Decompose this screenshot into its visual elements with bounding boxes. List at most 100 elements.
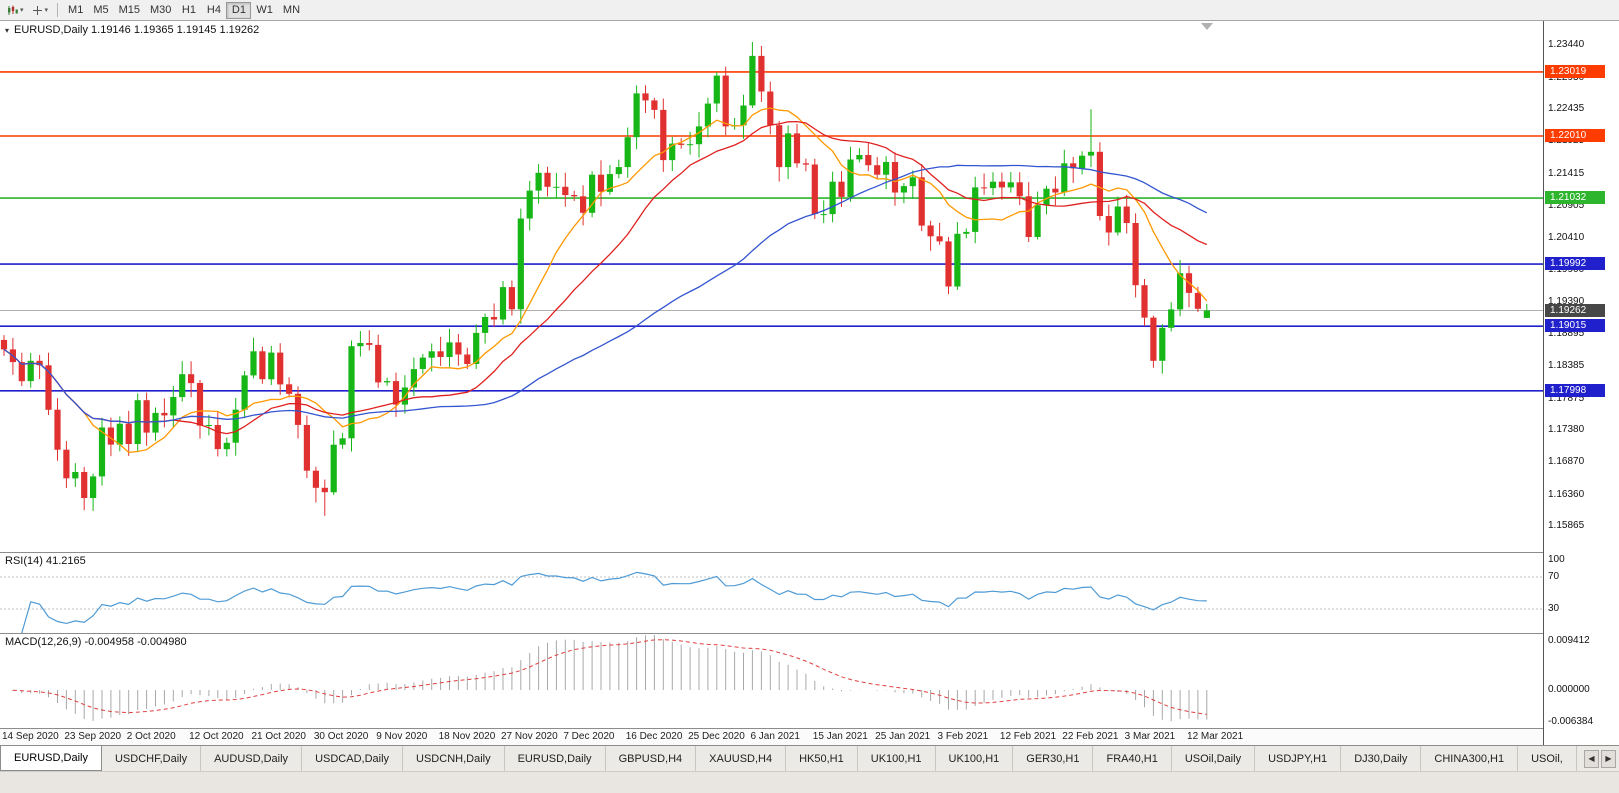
rsi-plot (0, 553, 1543, 638)
symbol-tab-usoil[interactable]: USOil, (1518, 746, 1577, 771)
tab-scroll-arrows: ◀ ▶ (1581, 746, 1619, 771)
price-tick-label: 1.18895 (1548, 328, 1585, 339)
symbol-tab-usoil-daily[interactable]: USOil,Daily (1172, 746, 1256, 771)
price-tick-label: 1.17875 (1548, 393, 1585, 404)
date-label: 23 Sep 2020 (64, 731, 122, 742)
symbol-tab-usdcad-daily[interactable]: USDCAD,Daily (302, 746, 404, 771)
hline-price-badge: 1.22010 (1545, 129, 1605, 142)
panel-divider[interactable] (0, 633, 1619, 634)
rsi-svg (0, 571, 1543, 634)
macd-plot (0, 634, 1543, 733)
price-tick-label: 1.19390 (1548, 296, 1585, 307)
timeframe-button-w1[interactable]: W1 (251, 2, 278, 19)
symbol-tab-dj30-daily[interactable]: DJ30,Daily (1341, 746, 1422, 771)
macd-label: MACD(12,26,9) -0.004958 -0.004980 (5, 636, 187, 648)
crosshair-icon (32, 5, 42, 15)
symbol-tab-gbpusd-h4[interactable]: GBPUSD,H4 (606, 746, 697, 771)
date-label: 3 Feb 2021 (937, 731, 989, 742)
timeframe-button-h1[interactable]: H1 (176, 2, 201, 19)
price-tick-label: 1.20410 (1548, 232, 1585, 243)
macd-panel[interactable]: MACD(12,26,9) -0.004958 -0.004980 (0, 634, 1543, 728)
macd-scale-label: 0.009412 (1548, 635, 1590, 646)
price-tick-label: 1.17380 (1548, 424, 1585, 435)
price-tick-label: 1.16870 (1548, 456, 1585, 467)
date-label: 15 Jan 2021 (812, 731, 868, 742)
timeframe-button-m5[interactable]: M5 (88, 2, 113, 19)
date-axis[interactable]: 14 Sep 2020 23 Sep 2020 2 Oct 2020 12 Oct 2… (0, 729, 1543, 745)
date-label: 3 Mar 2021 (1124, 731, 1176, 742)
candlestick-svg (0, 23, 1543, 516)
date-label: 7 Dec 2020 (563, 731, 615, 742)
date-label: 25 Jan 2021 (875, 731, 931, 742)
macd-scale-label: 0.000000 (1548, 684, 1590, 695)
chart-menu-icon[interactable]: ▾ (5, 25, 10, 35)
chart-type-dropdown[interactable]: ▾ (3, 2, 28, 19)
tab-scroll-left-button[interactable]: ◀ (1584, 749, 1599, 768)
price-tick-label: 1.21415 (1548, 168, 1585, 179)
chart-shift-marker[interactable] (1201, 23, 1213, 30)
date-label: 30 Oct 2020 (313, 731, 369, 742)
rsi-scale-label: 70 (1548, 571, 1560, 582)
price-tick-label: 1.22435 (1548, 103, 1585, 114)
current-price-badge: 1.19262 (1545, 304, 1605, 317)
panel-divider[interactable] (0, 552, 1619, 553)
chart-title: ▾ EURUSD,Daily 1.19146 1.19365 1.19145 1… (5, 24, 259, 36)
rsi-label: RSI(14) 41.2165 (5, 555, 86, 567)
symbol-tab-uk100-h1[interactable]: UK100,H1 (936, 746, 1014, 771)
symbol-tab-xauusd-h4[interactable]: XAUUSD,H4 (696, 746, 787, 771)
timeframe-button-m15[interactable]: M15 (114, 2, 145, 19)
symbol-tab-usdjpy-h1[interactable]: USDJPY,H1 (1255, 746, 1342, 771)
timeframe-button-m30[interactable]: M30 (145, 2, 176, 19)
tab-scroll-right-button[interactable]: ▶ (1601, 749, 1616, 768)
symbol-tab-audusd-daily[interactable]: AUDUSD,Daily (201, 746, 303, 771)
symbol-tab-china300-h1[interactable]: CHINA300,H1 (1421, 746, 1519, 771)
hline-price-badge: 1.19992 (1545, 257, 1605, 270)
symbol-tab-fra40-h1[interactable]: FRA40,H1 (1093, 746, 1172, 771)
hline-price-badge: 1.17998 (1545, 384, 1605, 397)
date-label: 9 Nov 2020 (376, 731, 428, 742)
hline-price-badge: 1.23019 (1545, 65, 1605, 78)
date-label: 16 Dec 2020 (625, 731, 683, 742)
timeframe-button-m1[interactable]: M1 (63, 2, 88, 19)
price-tick-label: 1.23440 (1548, 39, 1585, 50)
price-axis[interactable]: 1.234401.229301.224351.219251.214151.209… (1543, 21, 1619, 745)
chevron-down-icon: ▾ (44, 7, 49, 14)
symbol-tab-eurusd-daily[interactable]: EURUSD,Daily (0, 746, 102, 771)
chart-tab-bar: EURUSD,Daily USDCHF,Daily AUDUSD,Daily USDC… (0, 745, 1619, 771)
timeframe-buttons-group: M1 M5 M15 M30 H1 H4 D1 W1 MN (63, 1, 305, 19)
symbol-tab-usdchf-daily[interactable]: USDCHF,Daily (102, 746, 202, 771)
date-label: 21 Oct 2020 (251, 731, 306, 742)
symbol-tab-hk50-h1[interactable]: HK50,H1 (786, 746, 858, 771)
date-label: 2 Oct 2020 (126, 731, 176, 742)
hline-price-badge: 1.21032 (1545, 191, 1605, 204)
timeframe-button-d1[interactable]: D1 (226, 1, 252, 19)
macd-svg (12, 635, 1208, 722)
date-label: 12 Mar 2021 (1187, 731, 1244, 742)
price-tick-label: 1.15865 (1548, 520, 1585, 531)
timeframe-button-mn[interactable]: MN (278, 2, 305, 19)
status-strip (0, 771, 1619, 793)
rsi-scale-label: 100 (1548, 554, 1565, 565)
timeframe-button-h4[interactable]: H4 (201, 2, 226, 19)
symbol-tab-ger30-h1[interactable]: GER30,H1 (1013, 746, 1094, 771)
price-tick-label: 1.16360 (1548, 489, 1585, 500)
date-label: 12 Feb 2021 (999, 731, 1057, 742)
date-label: 27 Nov 2020 (500, 731, 558, 742)
candlestick-chart-icon (8, 5, 18, 15)
hline-price-badge: 1.19015 (1545, 319, 1605, 332)
symbol-tab-uk100-h1[interactable]: UK100,H1 (858, 746, 936, 771)
macd-scale-label: -0.006384 (1548, 716, 1594, 727)
symbol-tab-usdcnh-daily[interactable]: USDCNH,Daily (403, 746, 505, 771)
crosshair-dropdown[interactable]: ▾ (28, 2, 53, 19)
price-chart-panel[interactable]: ▾ EURUSD,Daily 1.19146 1.19365 1.19145 1… (0, 21, 1543, 552)
chart-region: ▾ EURUSD,Daily 1.19146 1.19365 1.19145 1… (0, 21, 1619, 745)
rsi-scale-label: 30 (1548, 603, 1560, 614)
chevron-down-icon: ▾ (20, 7, 24, 14)
date-label: 14 Sep 2020 (2, 731, 59, 742)
date-label: 6 Jan 2021 (750, 731, 800, 742)
rsi-panel[interactable]: RSI(14) 41.2165 (0, 553, 1543, 634)
panel-divider (0, 728, 1619, 729)
symbol-tab-eurusd-daily[interactable]: EURUSD,Daily (505, 746, 606, 771)
chart-ohlc-text: EURUSD,Daily 1.19146 1.19365 1.19145 1.1… (14, 24, 260, 36)
